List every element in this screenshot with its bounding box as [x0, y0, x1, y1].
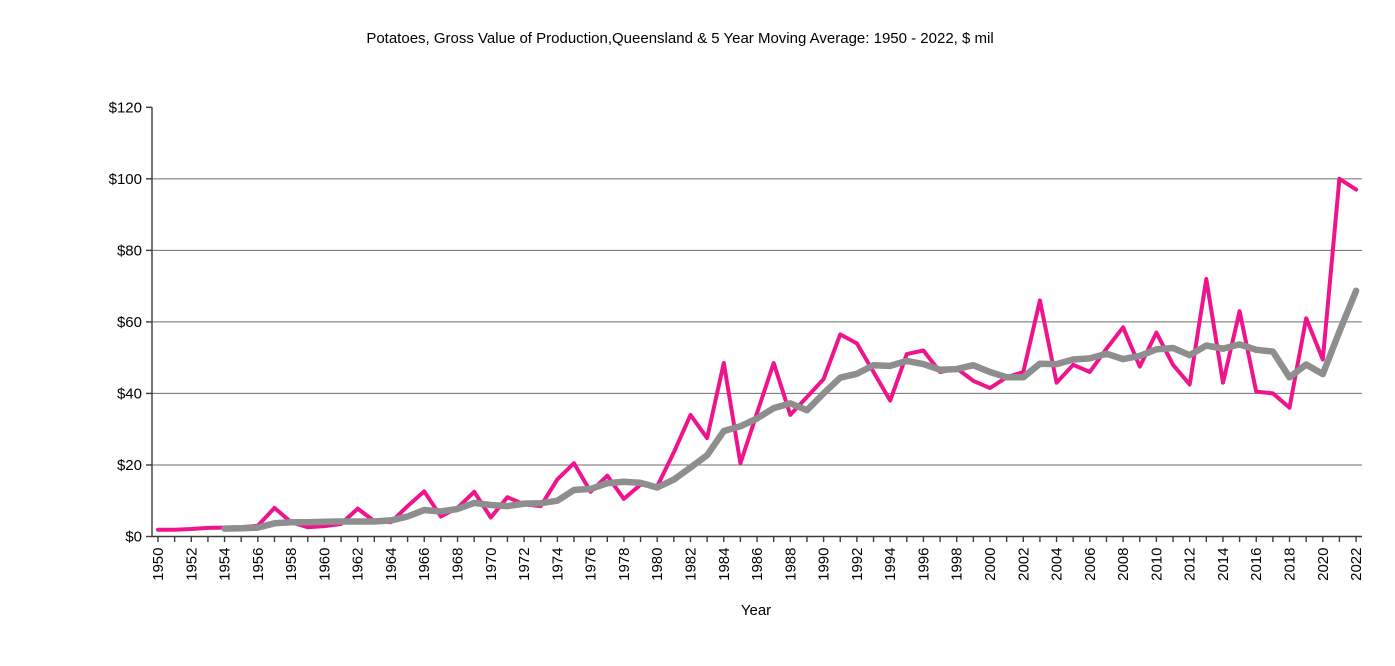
x-tick-label: 1998	[949, 548, 966, 581]
x-tick-label: 1990	[816, 548, 833, 581]
x-tick-label: 2000	[982, 548, 999, 581]
x-axis-title: Year	[740, 602, 772, 619]
gvp-line	[156, 176, 1359, 532]
x-tick-label: 2006	[1082, 548, 1099, 581]
x-tick-label: 1954	[217, 548, 234, 581]
x-tick-label: 1956	[250, 548, 267, 581]
y-tick-label: $60	[117, 314, 142, 331]
moving-average-line	[221, 287, 1360, 532]
y-tick-label: $80	[117, 242, 142, 259]
y-tick-label: $0	[125, 529, 142, 546]
x-tick-label: 2002	[1015, 548, 1032, 581]
x-tick-label: 2012	[1182, 548, 1199, 581]
x-tick-label: 2014	[1215, 548, 1232, 581]
x-tick-label: 1988	[782, 548, 799, 581]
x-tick-label: 1974	[549, 548, 566, 581]
x-tick-label: 1972	[516, 548, 533, 581]
x-tick-label: 1964	[383, 548, 400, 581]
x-tick-label: 1958	[283, 548, 300, 581]
x-tick-label: 2004	[1049, 548, 1066, 581]
x-tick-label: 1968	[450, 548, 467, 581]
y-tick-label: $40	[117, 385, 142, 402]
x-tick-label: 2020	[1315, 548, 1332, 581]
x-tick-label: 1980	[649, 548, 666, 581]
x-tick-label: 1976	[583, 548, 600, 581]
x-tick-label: 1982	[682, 548, 699, 581]
x-tick-label: 1950	[150, 548, 167, 581]
x-tick-label: 1952	[183, 548, 200, 581]
y-tick-label: $120	[109, 99, 142, 116]
x-tick-label: 1996	[915, 548, 932, 581]
x-tick-label: 1992	[849, 548, 866, 581]
x-tick-label: 1986	[749, 548, 766, 581]
x-tick-label: 2016	[1248, 548, 1265, 581]
x-tick-label: 2010	[1148, 548, 1165, 581]
x-tick-label: 1966	[416, 548, 433, 581]
x-tick-label: 1962	[350, 548, 367, 581]
x-tick-label: 1984	[716, 548, 733, 581]
x-tick-label: 2022	[1348, 548, 1365, 581]
x-tick-label: 1970	[483, 548, 500, 581]
x-tick-label: 2008	[1115, 548, 1132, 581]
x-tick-label: 1994	[882, 548, 899, 581]
x-tick-label: 1960	[316, 548, 333, 581]
x-tick-label: 2018	[1282, 548, 1299, 581]
y-tick-label: $100	[109, 171, 142, 188]
y-tick-label: $20	[117, 457, 142, 474]
chart-title: Potatoes, Gross Value of Production,Quee…	[366, 30, 994, 47]
x-tick-label: 1978	[616, 548, 633, 581]
